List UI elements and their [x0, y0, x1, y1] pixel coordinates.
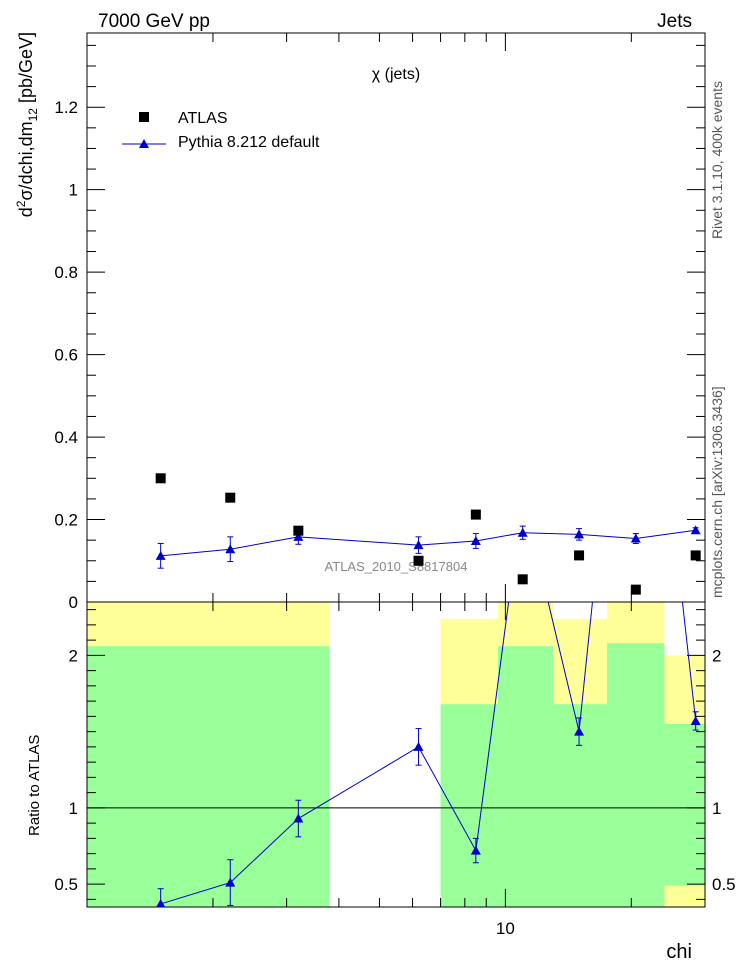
- side-text-rivet: Rivet 3.1.10, 400k events: [709, 81, 725, 239]
- axis-tick-labels: 10 0 0.2 0.4 0.6 0.8 1 1.2 0.5 0.5 1 1 2 2: [54, 98, 735, 938]
- y-tick-label-main: 1.2: [54, 98, 78, 117]
- header-right: Jets: [657, 11, 692, 32]
- pythia-point: [155, 550, 166, 560]
- ratio-point: [225, 877, 236, 887]
- pythia-point: [574, 529, 585, 539]
- ratio-point: [156, 898, 166, 907]
- atlas-point: [413, 555, 424, 566]
- legend-label-atlas: ATLAS: [178, 110, 228, 127]
- y-tick-label-ratio-right: 2: [712, 646, 721, 665]
- green-band-2: [497, 646, 554, 907]
- pythia-point: [413, 540, 424, 550]
- legend-marker-pythia: [139, 139, 149, 148]
- ratio-point: [413, 741, 424, 751]
- green-band-3: [553, 704, 608, 907]
- ratio-point: [574, 726, 585, 736]
- y-label-part-d: d: [16, 207, 36, 217]
- legend-label-pythia: Pythia 8.212 default: [178, 134, 320, 151]
- y-tick-label-main: 0.6: [54, 346, 78, 365]
- atlas-point: [574, 550, 585, 561]
- ratio-point: [293, 813, 304, 823]
- y-axis-label-ratio: Ratio to ATLAS: [26, 735, 43, 836]
- y-tick-label-main: 1: [69, 181, 78, 200]
- ratio-uncertainty-bands: [87, 602, 705, 907]
- atlas-point: [155, 473, 166, 484]
- y-label-part-sub: 12: [26, 108, 40, 122]
- ratio-plot-frame: [86, 601, 706, 908]
- y-tick-label-ratio-left: 2: [69, 646, 78, 665]
- pythia-point: [630, 533, 641, 543]
- atlas-point: [470, 509, 481, 520]
- x-tick-label: 10: [496, 919, 515, 938]
- y-tick-label-ratio-left: 1: [69, 799, 78, 818]
- green-band-0: [87, 646, 330, 907]
- atlas-point: [630, 584, 641, 595]
- y-label-part-unit: [pb/GeV]: [16, 32, 36, 108]
- green-band-5: [664, 724, 705, 886]
- axis-ticks: [87, 33, 706, 907]
- legend-marker-atlas: [139, 112, 149, 122]
- ratio-point: [470, 845, 481, 855]
- side-text-mcplots: mcplots.cern.ch [arXiv:1306.3436]: [709, 386, 725, 598]
- pythia-point: [225, 544, 236, 554]
- y-tick-label-main: 0.8: [54, 263, 78, 282]
- plot-title: χ (jets): [372, 66, 420, 83]
- ratio-point: [631, 178, 641, 187]
- pythia-point: [470, 535, 481, 545]
- ratio-panel-data: [156, 178, 701, 907]
- pythia-line: [160, 529, 696, 557]
- green-band-4: [607, 643, 665, 907]
- analysis-watermark: ATLAS_2010_S8817804: [325, 559, 468, 574]
- y-label-part-body: σ/dchi,dm: [16, 121, 36, 200]
- legend: ATLAS Pythia 8.212 default: [122, 110, 320, 151]
- atlas-point: [293, 525, 304, 536]
- pythia-point: [690, 525, 701, 535]
- y-tick-label-main: 0.2: [54, 511, 78, 530]
- main-panel-data: [155, 473, 701, 595]
- y-label-part-exp: 2: [14, 200, 28, 207]
- y-tick-label-ratio-left: 0.5: [54, 875, 78, 894]
- ratio-point: [690, 715, 701, 725]
- y-tick-label-main: 0: [69, 593, 78, 612]
- y-tick-label-ratio-right: 0.5: [712, 875, 736, 894]
- y-tick-label-ratio-right: 1: [712, 799, 721, 818]
- atlas-point: [517, 574, 528, 585]
- header-left: 7000 GeV pp: [98, 11, 210, 32]
- atlas-point: [225, 492, 236, 503]
- y-tick-label-main: 0.4: [54, 428, 78, 447]
- pythia-point: [517, 527, 528, 537]
- ratio-point: [518, 490, 528, 499]
- ratio-clipped-group: [156, 178, 701, 907]
- atlas-point: [690, 550, 701, 561]
- x-axis-label: chi: [666, 941, 692, 963]
- y-axis-label-main: d2σ/dchi,dm12 [pb/GeV]: [14, 32, 40, 217]
- green-band-1: [440, 704, 498, 907]
- pythia-point: [293, 531, 304, 541]
